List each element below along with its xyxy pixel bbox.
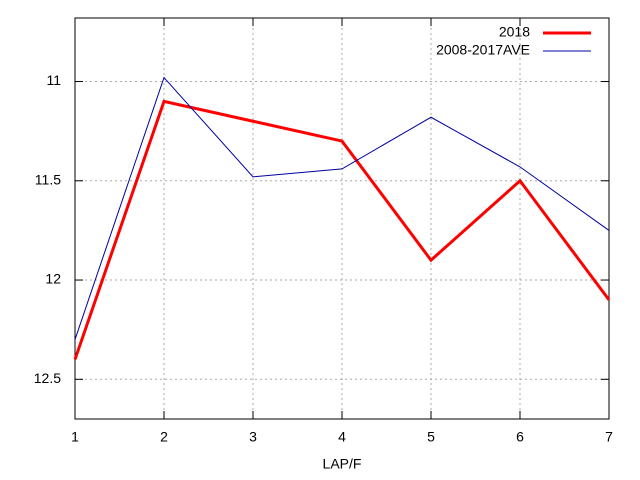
x-tick-label: 6 [516, 429, 524, 445]
legend-label: 2018 [499, 24, 530, 40]
x-tick-label: 7 [605, 429, 613, 445]
y-tick-label: 11.5 [35, 171, 61, 187]
y-tick-label: 11 [46, 72, 61, 88]
x-axis-label: LAP/F [323, 456, 362, 472]
legend-label: 2008-2017AVE [436, 42, 530, 58]
series-line [74, 76, 610, 340]
y-tick-label: 12.5 [34, 370, 61, 386]
y-tick-label: 12 [45, 271, 61, 287]
x-tick-label: 4 [338, 429, 346, 445]
series-line [73, 99, 611, 360]
x-tick-label: 3 [249, 429, 257, 445]
x-tick-label: 2 [160, 429, 168, 445]
x-tick-label: 5 [427, 429, 435, 445]
plot-frame [74, 17, 610, 420]
x-tick-label: 1 [71, 429, 79, 445]
